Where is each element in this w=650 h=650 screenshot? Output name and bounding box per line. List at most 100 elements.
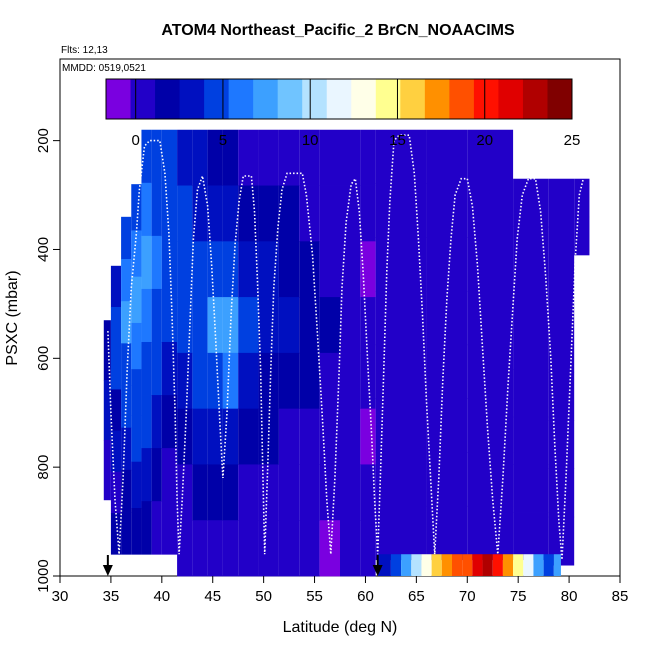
y-axis: 200 400 600 800 1000	[35, 128, 60, 593]
heatmap-cell	[192, 129, 208, 186]
heatmap-cell	[177, 241, 193, 298]
heatmap-cell	[299, 520, 320, 577]
heatmap-cell	[375, 452, 396, 507]
heatmap-cell	[192, 352, 208, 410]
heatmap-cell	[151, 341, 162, 396]
heatmap-cell	[299, 352, 320, 410]
heatmap-cell	[192, 185, 208, 242]
heatmap-cell	[131, 184, 142, 231]
heatmap-cell	[548, 323, 575, 373]
heatmap-cell	[396, 290, 427, 346]
heatmap-cell	[131, 507, 142, 555]
heatmap-cell	[110, 307, 122, 349]
heatmap-cell	[207, 352, 223, 410]
heatmap-cell	[121, 385, 132, 429]
surface-strip-cell	[452, 554, 463, 576]
heatmap-cell	[467, 237, 514, 292]
chart-title: ATOM4 Northeast_Pacific_2 BrCN_NOAACIMS	[161, 22, 515, 39]
heatmap-cell	[340, 352, 361, 410]
surface-strip-cell	[492, 554, 503, 576]
surface-strip-cell	[553, 554, 561, 576]
colorbar-swatch	[375, 79, 401, 119]
heatmap-cell	[360, 408, 376, 465]
heatmap-cell	[278, 520, 300, 577]
heatmap-cell	[141, 182, 152, 237]
heatmap-cell	[319, 464, 340, 521]
flights-label: Flts: 12,13	[61, 45, 108, 56]
heatmap-cell	[467, 452, 514, 507]
x-tick-label: 55	[306, 588, 323, 605]
heatmap-cell	[192, 241, 208, 298]
heatmap-cell	[299, 408, 320, 465]
heatmap-cell	[131, 276, 142, 324]
heatmap-cell	[151, 288, 162, 343]
colorbar-swatch	[130, 79, 156, 119]
heatmap-cell	[161, 288, 178, 343]
heatmap-cell	[548, 178, 575, 228]
y-tick-label: 400	[35, 237, 52, 262]
heatmap-cell	[192, 408, 208, 465]
heatmap-cell	[121, 343, 132, 386]
colorbar-tick-label: 0	[131, 132, 139, 149]
heatmap-cell	[131, 461, 142, 509]
heatmap-cell	[396, 505, 427, 561]
heatmap-cell	[319, 185, 340, 242]
heatmap-cell	[161, 395, 178, 449]
heatmap-cell	[340, 129, 361, 186]
heatmap-cell	[340, 520, 361, 577]
heatmap-cell	[467, 344, 514, 399]
colorbar-tick-label: 10	[302, 132, 319, 149]
heatmap-cell	[110, 389, 122, 432]
heatmap-cell	[161, 182, 178, 237]
colorbar-swatch	[400, 79, 426, 119]
heatmap-cell	[375, 344, 396, 399]
heatmap-cell	[110, 348, 122, 390]
heatmap-cell	[360, 464, 376, 521]
surface-strip-cell	[411, 554, 422, 576]
heatmap-cell	[103, 380, 111, 441]
heatmap-cell	[467, 398, 514, 453]
heatmap-cell	[513, 226, 549, 275]
heatmap-cell	[161, 448, 178, 502]
y-tick-label: 200	[35, 128, 52, 153]
heatmap-cell	[548, 275, 575, 325]
latitude-arrow-head	[102, 565, 113, 576]
heatmap-cell	[299, 464, 320, 521]
colorbar-tick-label: 5	[219, 132, 227, 149]
heatmap-cell	[192, 520, 208, 577]
x-tick-label: 40	[153, 588, 170, 605]
heatmap-cell	[177, 464, 193, 521]
colorbar-swatch	[302, 79, 328, 119]
heatmap-cell	[161, 235, 178, 290]
colorbar-swatch	[204, 79, 230, 119]
heatmap-cell	[340, 408, 361, 465]
x-tick-label: 85	[612, 588, 629, 605]
heatmap-cell	[340, 464, 361, 521]
heatmap-cell	[131, 322, 142, 370]
x-tick-label: 50	[255, 588, 272, 605]
heatmap-cell	[513, 464, 549, 513]
x-axis: 30 35 40 45 50 55 60 65 70 75 80 85	[52, 576, 629, 605]
heatmap-cell	[360, 241, 376, 298]
heatmap-cell	[121, 512, 132, 555]
heatmap-cell	[278, 352, 300, 410]
heatmap-cell	[161, 129, 178, 184]
heatmap-cell	[548, 468, 575, 518]
heatmap-cell	[513, 273, 549, 322]
heatmap-cell	[222, 297, 239, 354]
heatmap-cell	[426, 452, 468, 507]
heatmap-cell	[319, 352, 340, 410]
heatmap-cell	[151, 395, 162, 449]
x-tick-label: 45	[204, 588, 221, 605]
heatmap-cell	[548, 420, 575, 469]
heatmap-cell	[222, 185, 239, 242]
surface-strip-cell	[472, 554, 483, 576]
heatmap-cell	[258, 297, 279, 354]
colorbar-swatch	[473, 79, 499, 119]
heatmap-cell	[121, 216, 132, 260]
heatmap-cell	[319, 129, 340, 186]
heatmap-cell	[375, 290, 396, 346]
x-tick-label: 30	[52, 588, 69, 605]
heatmap-cell	[238, 464, 259, 521]
heatmap-cell	[467, 505, 514, 561]
